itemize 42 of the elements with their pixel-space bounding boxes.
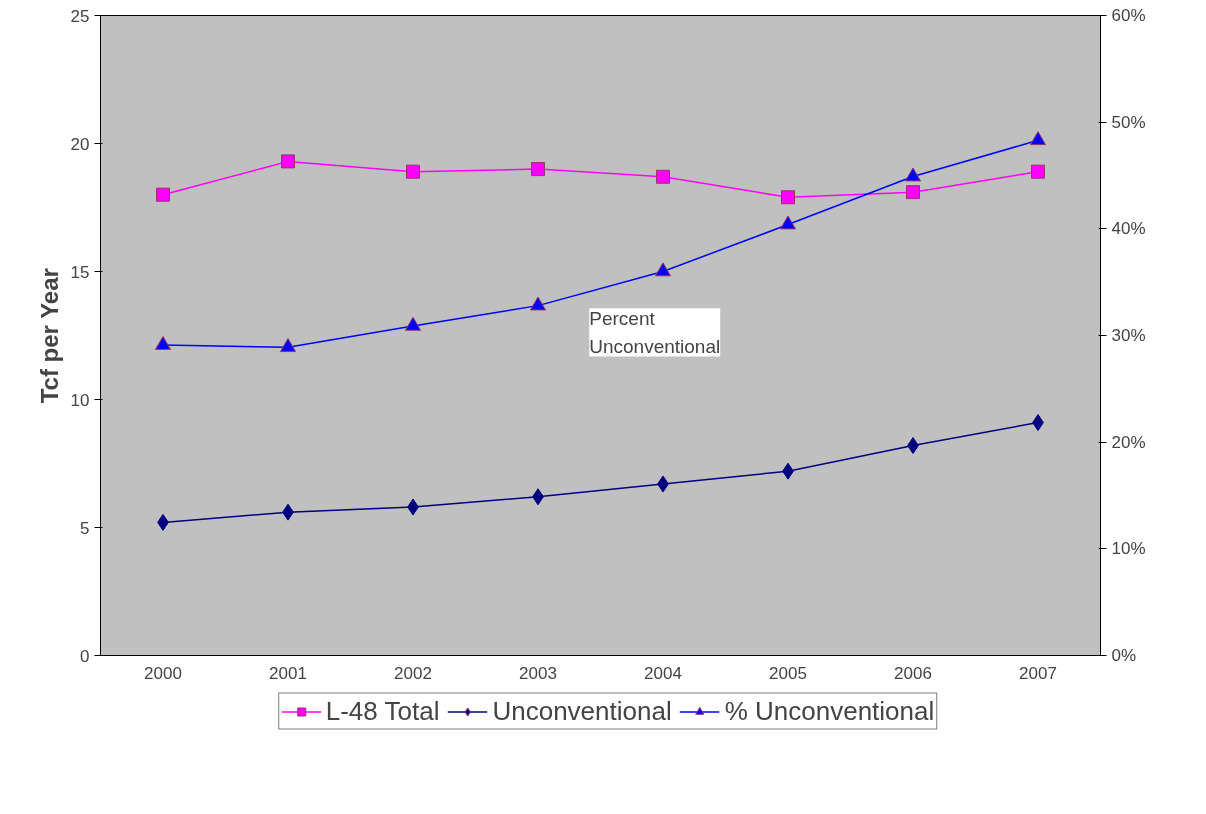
y-tick-label: 15 — [70, 262, 90, 282]
annotation: Percent Unconventional — [589, 308, 721, 357]
x-tick-label: 2003 — [519, 663, 557, 683]
point — [906, 185, 920, 200]
point — [1030, 131, 1046, 146]
point — [280, 338, 296, 353]
point — [905, 167, 921, 182]
point — [780, 215, 796, 230]
point — [655, 262, 671, 277]
x-tick-label: 2004 — [644, 663, 682, 683]
x-tick-label: 2006 — [894, 663, 932, 683]
point — [155, 335, 171, 350]
y2-tick-label: 40% — [1111, 219, 1146, 239]
point — [1031, 164, 1045, 179]
y2-tick-label: 0% — [1111, 646, 1137, 665]
point — [281, 154, 295, 169]
point — [530, 296, 546, 311]
legend-label: Unconventional — [492, 695, 672, 727]
x-tick-label: 2005 — [769, 663, 807, 683]
x-tick-label: 2002 — [394, 663, 432, 683]
point — [656, 169, 670, 184]
y2-tick-label: 20% — [1111, 432, 1146, 452]
legend-label: L-48 Total — [325, 695, 440, 727]
legend-label: % Unconventional — [724, 695, 935, 727]
point — [156, 187, 170, 202]
x-tick-label: 2007 — [1019, 663, 1057, 683]
y2-tick-label: 50% — [1111, 112, 1146, 132]
x-tick-label: 2001 — [269, 663, 307, 683]
y-tick-label: 0 — [80, 646, 90, 666]
point — [781, 190, 795, 205]
point — [405, 316, 421, 331]
y-axis-title: Tcf per Year — [35, 268, 63, 404]
y2-tick-label: 60% — [1111, 6, 1146, 25]
y-tick-label: 10 — [70, 390, 90, 410]
y-tick-label: 25 — [70, 6, 90, 26]
y2-tick-label: 30% — [1111, 326, 1146, 345]
y-tick-label: 5 — [80, 518, 90, 538]
x-tick-label: 2000 — [144, 663, 182, 683]
y2-tick-label: 10% — [1111, 539, 1146, 559]
point — [406, 164, 420, 179]
point — [531, 162, 545, 177]
y-tick-label: 20 — [70, 134, 90, 154]
